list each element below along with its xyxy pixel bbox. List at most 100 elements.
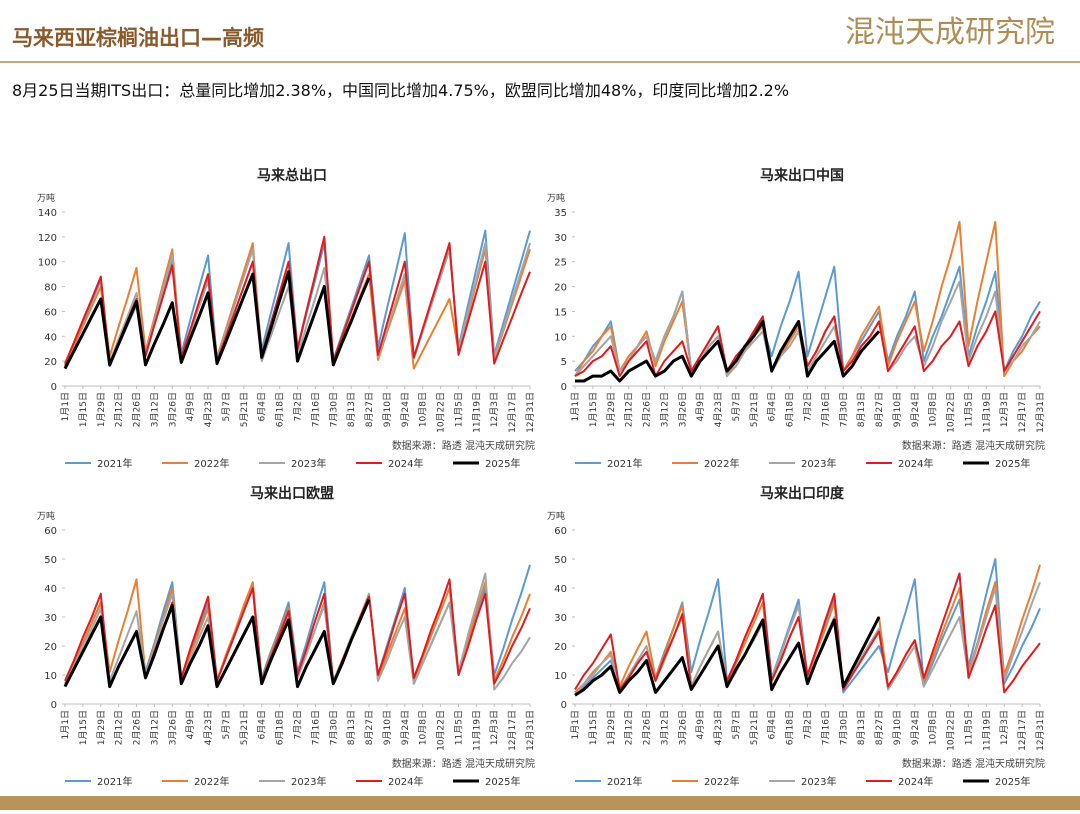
- logo: 混沌天成研究院: [845, 15, 1055, 50]
- x-tick-label: 7月16日: [820, 392, 831, 427]
- x-tick-label: 4月9日: [185, 710, 196, 739]
- legend-label: 2025年: [995, 457, 1030, 470]
- series-line: [574, 616, 881, 697]
- y-tick-label: 10: [44, 671, 57, 682]
- x-tick-label: 9月10日: [382, 392, 393, 427]
- x-tick-label: 3月12日: [659, 392, 670, 427]
- x-tick-label: 12月3日: [489, 710, 500, 745]
- y-tick-label: 50: [554, 555, 567, 566]
- source-note: 数据来源：路透 混沌天成研究院: [902, 439, 1045, 452]
- x-tick-label: 9月10日: [892, 392, 903, 427]
- y-tick-label: 0: [561, 382, 567, 393]
- chart-title: 马来出口欧盟: [250, 485, 334, 502]
- x-tick-label: 5月7日: [221, 710, 232, 739]
- source-note: 数据来源：路透 混沌天成研究院: [392, 757, 535, 770]
- y-tick-label: 30: [44, 613, 57, 624]
- x-tick-label: 9月24日: [400, 392, 411, 427]
- legend-label: 2022年: [704, 457, 739, 470]
- chart-title: 马来出口印度: [760, 485, 845, 502]
- x-tick-label: 5月7日: [731, 710, 742, 739]
- x-tick-label: 11月19日: [471, 710, 482, 751]
- x-tick-label: 9月10日: [892, 710, 903, 745]
- legend-label: 2023年: [801, 775, 836, 788]
- y-tick-label: 40: [44, 584, 57, 595]
- x-tick-label: 7月30日: [328, 392, 339, 427]
- x-tick-label: 6月4日: [257, 710, 268, 739]
- y-tick-label: 5: [561, 357, 567, 368]
- y-tick-label: 40: [44, 332, 57, 343]
- x-tick-label: 10月8日: [928, 710, 939, 745]
- x-tick-label: 3月26日: [167, 392, 178, 427]
- legend-label: 2025年: [995, 775, 1030, 788]
- x-tick-label: 2月12日: [624, 710, 635, 745]
- x-tick-label: 3月26日: [677, 392, 688, 427]
- y-tick-label: 15: [554, 307, 567, 318]
- page-title: 马来西亚棕榈油出口—高频: [12, 26, 264, 50]
- y-tick-label: 20: [44, 642, 57, 653]
- y-tick-label: 10: [554, 671, 567, 682]
- chart-title: 马来总出口: [257, 167, 327, 184]
- source-note: 数据来源：路透 混沌天成研究院: [902, 757, 1045, 770]
- series-line: [574, 265, 1041, 378]
- x-tick-label: 8月27日: [874, 392, 885, 427]
- x-tick-label: 2月12日: [114, 392, 125, 427]
- x-tick-label: 6月18日: [275, 392, 286, 427]
- legend-label: 2025年: [485, 775, 520, 788]
- x-tick-label: 10月22日: [946, 392, 957, 433]
- x-tick-label: 4月23日: [203, 392, 214, 427]
- x-tick-label: 1月15日: [588, 710, 599, 745]
- footer-bar: [0, 796, 1080, 810]
- y-tick-label: 140: [38, 208, 57, 219]
- legend-label: 2022年: [704, 775, 739, 788]
- x-tick-label: 12月17日: [507, 710, 518, 751]
- x-tick-label: 6月18日: [785, 710, 796, 745]
- y-tick-label: 25: [554, 258, 567, 269]
- x-tick-label: 1月29日: [96, 710, 107, 745]
- x-tick-label: 6月18日: [785, 392, 796, 427]
- x-tick-label: 11月5日: [453, 392, 464, 427]
- x-tick-label: 1月29日: [96, 392, 107, 427]
- legend-label: 2021年: [607, 457, 642, 470]
- x-tick-label: 11月5日: [963, 392, 974, 427]
- x-tick-label: 10月22日: [946, 710, 957, 751]
- x-tick-label: 4月23日: [713, 392, 724, 427]
- source-note: 数据来源：路透 混沌天成研究院: [392, 439, 535, 452]
- x-tick-label: 5月21日: [749, 710, 760, 745]
- legend-label: 2024年: [898, 775, 933, 788]
- x-tick-label: 1月15日: [588, 392, 599, 427]
- x-tick-label: 6月4日: [767, 710, 778, 739]
- x-tick-label: 10月8日: [418, 392, 429, 427]
- x-tick-label: 12月3日: [489, 392, 500, 427]
- x-tick-label: 9月24日: [400, 710, 411, 745]
- x-tick-label: 7月16日: [820, 710, 831, 745]
- y-tick-label: 0: [51, 382, 57, 393]
- x-tick-label: 2月26日: [642, 392, 653, 427]
- legend-label: 2023年: [291, 457, 326, 470]
- x-tick-label: 3月26日: [167, 710, 178, 745]
- x-tick-label: 8月27日: [364, 710, 375, 745]
- series-line: [63, 270, 371, 370]
- y-unit: 万吨: [547, 510, 565, 522]
- x-tick-label: 5月21日: [239, 392, 250, 427]
- subtitle: 8月25日当期ITS出口：总量同比增加2.38%，中国同比增加4.75%，欧盟同…: [12, 81, 789, 100]
- x-tick-label: 1月1日: [570, 392, 581, 421]
- x-tick-label: 1月15日: [78, 392, 89, 427]
- chart-title: 马来出口中国: [760, 167, 844, 184]
- x-tick-label: 11月19日: [981, 392, 992, 433]
- y-tick-label: 40: [554, 584, 567, 595]
- legend-label: 2025年: [485, 457, 520, 470]
- x-tick-label: 12月3日: [999, 392, 1010, 427]
- x-tick-label: 12月3日: [999, 710, 1010, 745]
- x-tick-label: 2月12日: [624, 392, 635, 427]
- x-tick-label: 12月31日: [525, 710, 536, 751]
- x-tick-label: 2月26日: [132, 710, 143, 745]
- y-tick-label: 0: [51, 700, 57, 711]
- y-tick-label: 60: [554, 526, 567, 537]
- x-tick-label: 2月12日: [114, 710, 125, 745]
- x-tick-label: 7月16日: [310, 710, 321, 745]
- x-tick-label: 7月30日: [838, 710, 849, 745]
- x-tick-label: 7月30日: [328, 710, 339, 745]
- x-tick-label: 11月19日: [471, 392, 482, 433]
